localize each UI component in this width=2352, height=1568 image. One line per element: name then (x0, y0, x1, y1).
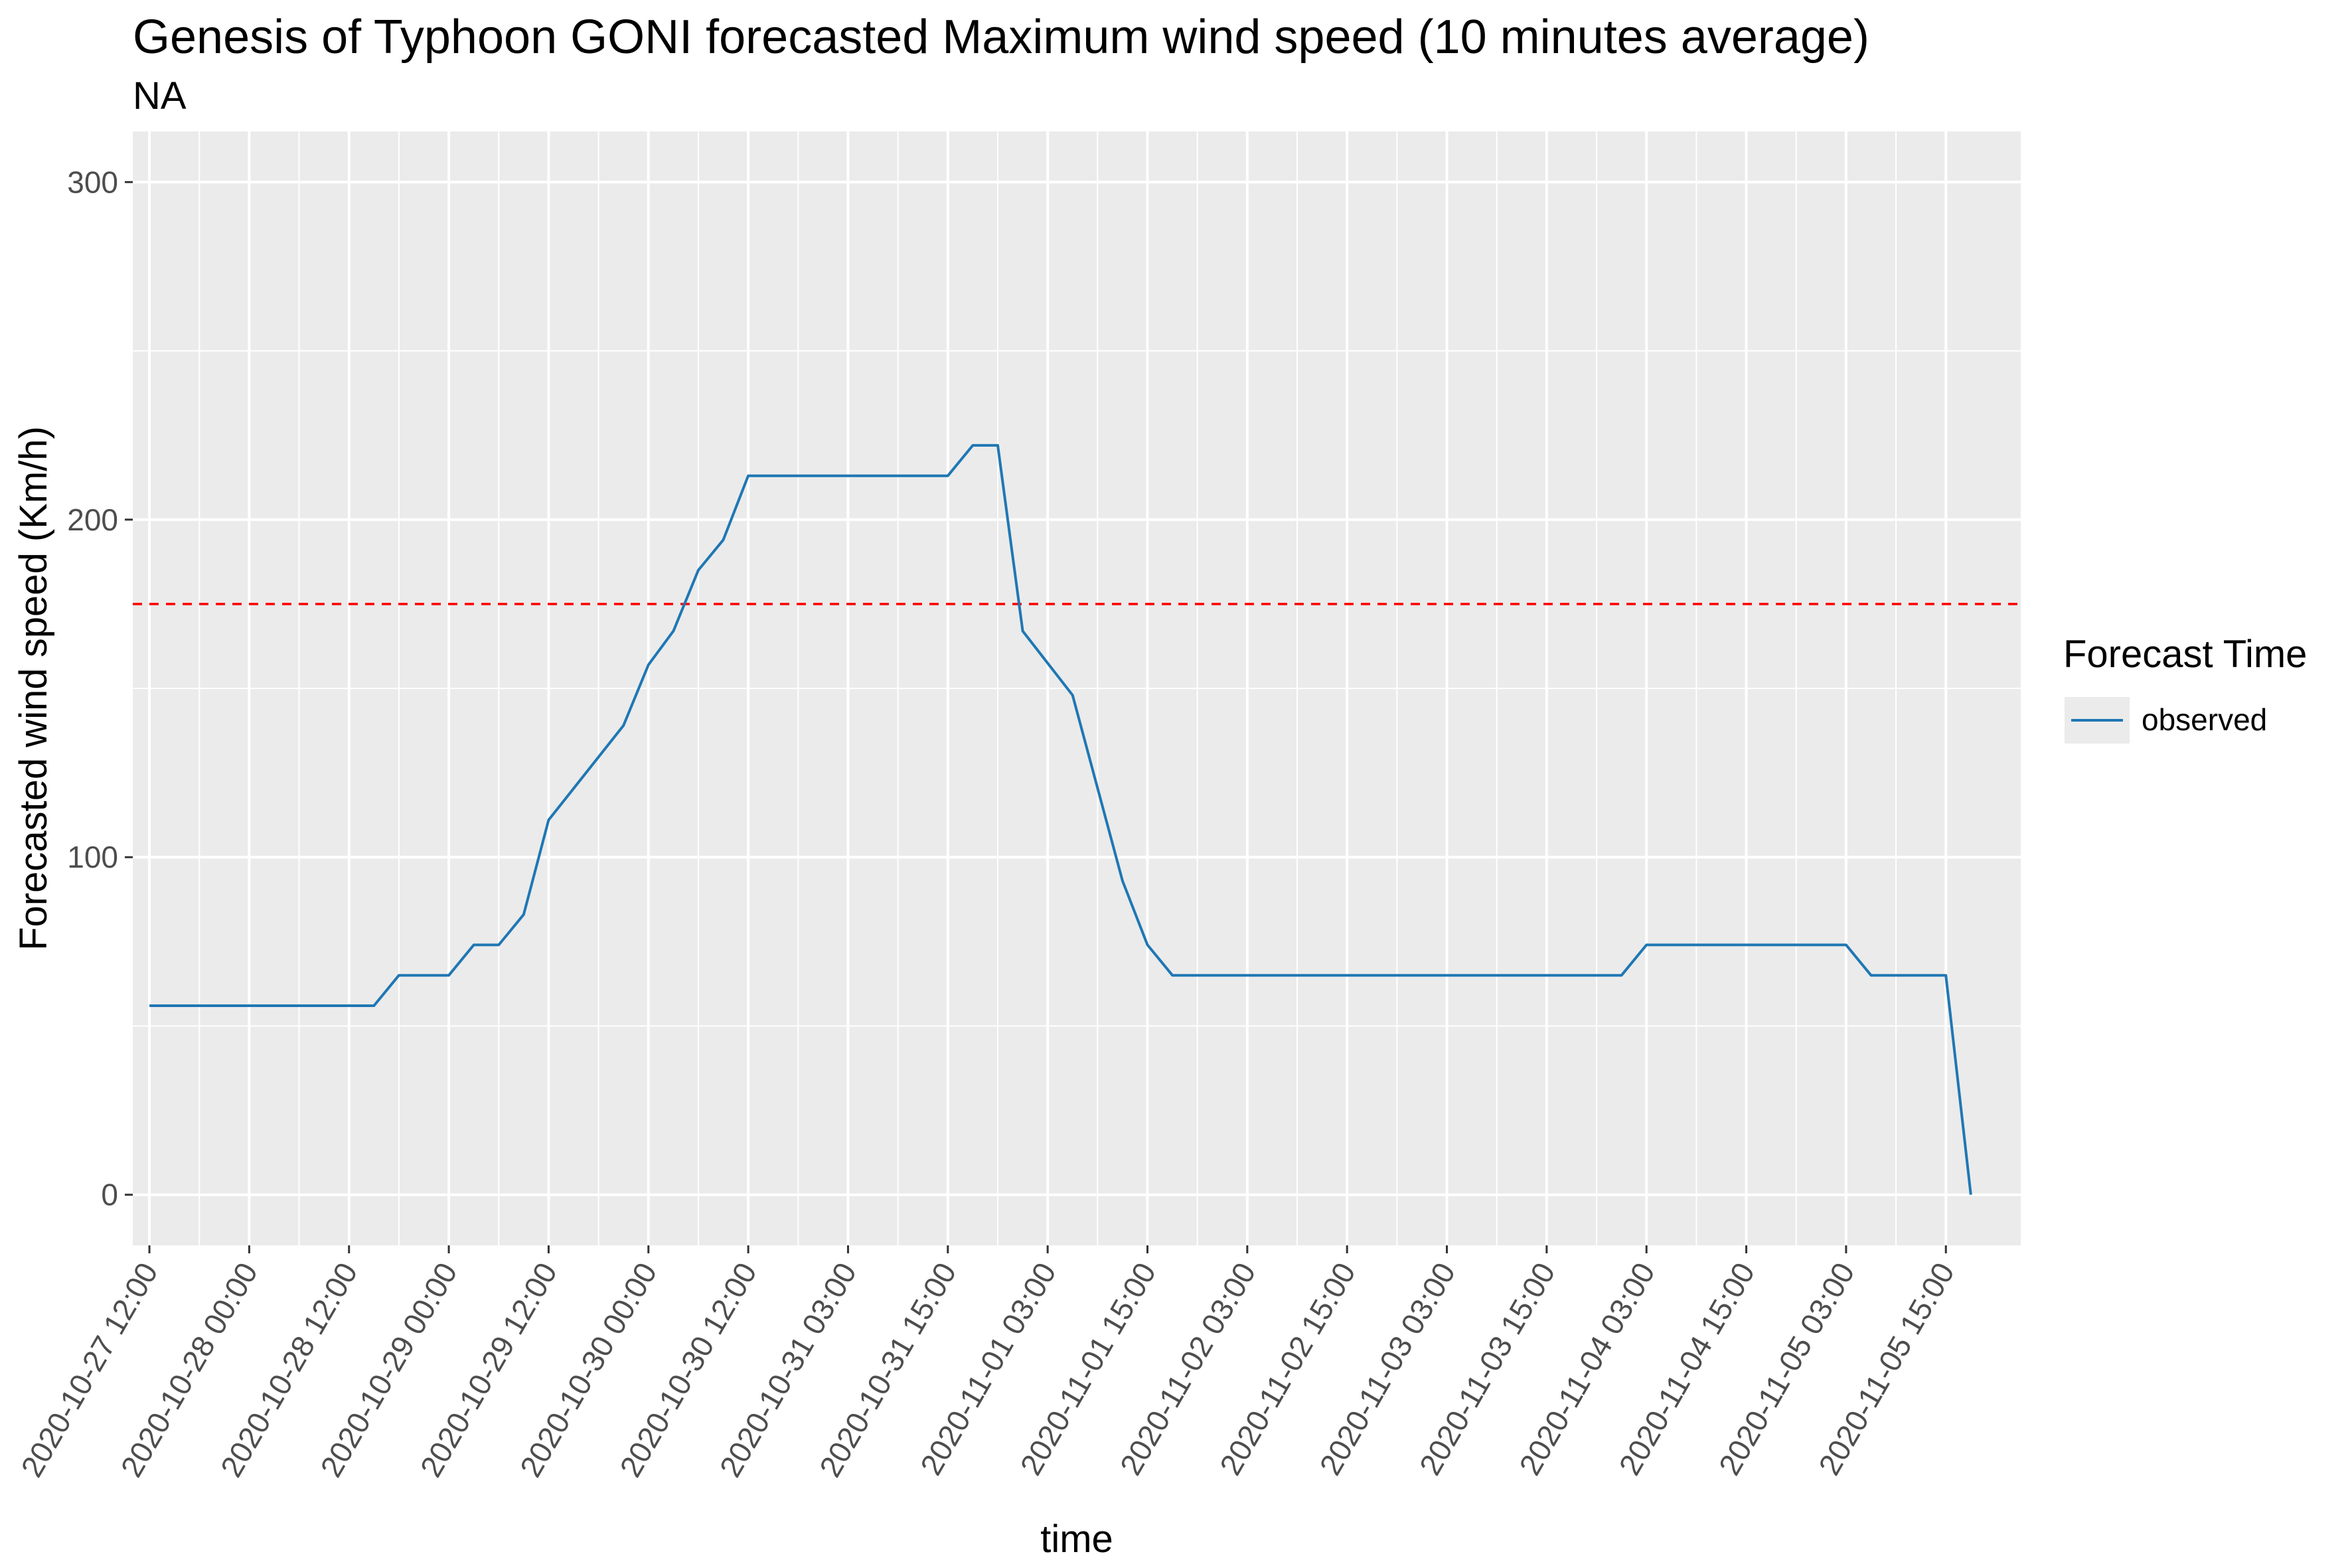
chart-subtitle: NA (133, 74, 187, 118)
chart-title: Genesis of Typhoon GONI forecasted Maxim… (133, 11, 1869, 64)
y-tick-label: 0 (101, 1178, 118, 1212)
series-layer (149, 443, 1972, 1195)
x-axis-title: time (1040, 1518, 1113, 1561)
series-line-observed (149, 443, 1972, 1195)
grid-minor (133, 131, 2021, 1245)
legend-label-observed: observed (2142, 702, 2267, 737)
legend: Forecast Time observed (2063, 633, 2307, 744)
y-tick-label: 100 (67, 840, 118, 874)
legend-title: Forecast Time (2063, 633, 2307, 676)
y-tick-label: 200 (67, 503, 118, 537)
y-axis-title: Forecasted wind speed (Km/h) (12, 426, 55, 951)
y-axis: 0 100 200 300 (67, 165, 133, 1212)
y-tick-label: 300 (67, 165, 118, 199)
grid-major (133, 131, 2021, 1245)
